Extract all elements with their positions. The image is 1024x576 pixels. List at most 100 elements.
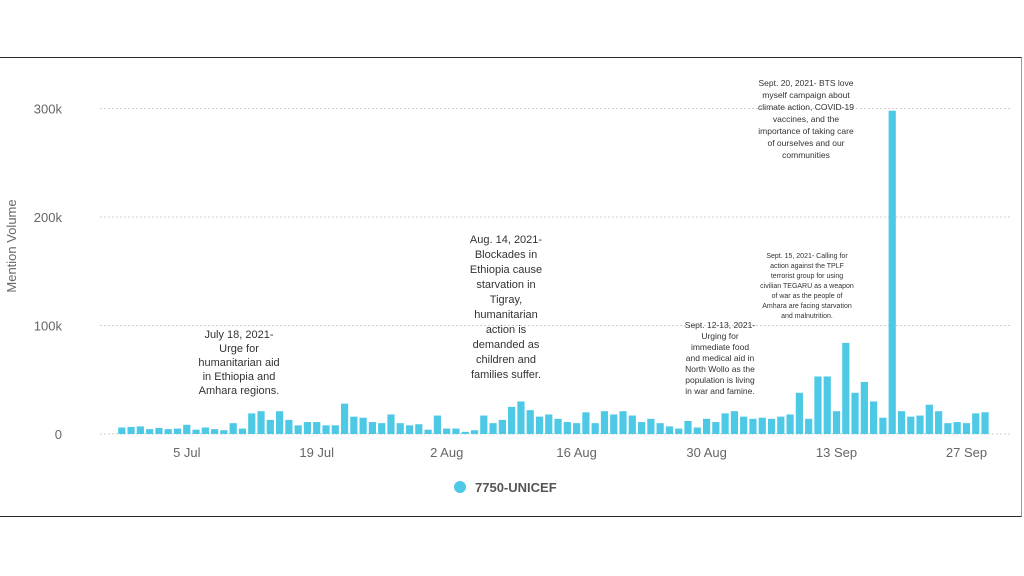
bar[interactable]	[201, 427, 209, 434]
bar[interactable]	[684, 420, 692, 434]
bar[interactable]	[415, 424, 423, 434]
annotation-line: starvation in	[476, 279, 535, 291]
bar[interactable]	[842, 342, 850, 434]
bar[interactable]	[702, 418, 711, 434]
bar[interactable]	[248, 413, 256, 434]
bar[interactable]	[675, 428, 683, 434]
bar[interactable]	[600, 411, 609, 434]
bar[interactable]	[489, 423, 497, 434]
bar[interactable]	[953, 422, 961, 434]
bar[interactable]	[285, 419, 293, 434]
bar[interactable]	[777, 416, 785, 434]
bar[interactable]	[368, 422, 377, 434]
bar[interactable]	[378, 423, 386, 434]
bar[interactable]	[331, 425, 339, 434]
bar[interactable]	[767, 418, 776, 434]
bar[interactable]	[628, 415, 636, 434]
bar[interactable]	[294, 425, 302, 434]
bar[interactable]	[461, 431, 469, 434]
bar[interactable]	[359, 417, 367, 434]
bar[interactable]	[350, 416, 358, 434]
bar[interactable]	[322, 425, 330, 434]
bar[interactable]	[387, 414, 395, 434]
bar[interactable]	[637, 422, 646, 434]
bar[interactable]	[146, 429, 154, 434]
bar[interactable]	[313, 422, 321, 434]
bar[interactable]	[526, 410, 534, 434]
bar[interactable]	[498, 419, 506, 434]
bar[interactable]	[229, 423, 237, 434]
bar[interactable]	[758, 417, 766, 434]
bar[interactable]	[136, 426, 144, 434]
bar[interactable]	[730, 411, 739, 434]
bar[interactable]	[192, 429, 200, 434]
bar[interactable]	[860, 381, 868, 434]
bar[interactable]	[127, 426, 135, 434]
bar[interactable]	[433, 415, 441, 434]
bar[interactable]	[916, 415, 924, 434]
y-tick-label: 100k	[34, 319, 63, 334]
bar[interactable]	[665, 426, 674, 434]
bar[interactable]	[118, 427, 126, 434]
bar[interactable]	[888, 110, 896, 435]
bar[interactable]	[563, 422, 571, 434]
bar[interactable]	[721, 413, 729, 434]
bar[interactable]	[879, 417, 887, 434]
bar[interactable]	[935, 411, 943, 434]
y-tick-label: 200k	[34, 210, 63, 225]
bar[interactable]	[823, 376, 831, 435]
bar[interactable]	[962, 423, 971, 434]
x-tick-label: 27 Sep	[946, 445, 987, 460]
bar[interactable]	[925, 404, 933, 434]
bar[interactable]	[303, 422, 312, 434]
bar[interactable]	[424, 429, 432, 434]
bar[interactable]	[749, 418, 757, 434]
bar[interactable]	[470, 430, 479, 434]
bar[interactable]	[981, 412, 989, 434]
bar[interactable]	[545, 414, 553, 434]
bar[interactable]	[693, 427, 701, 434]
bar[interactable]	[443, 428, 451, 434]
bar[interactable]	[814, 376, 822, 435]
bar[interactable]	[712, 422, 720, 434]
bar[interactable]	[656, 423, 664, 434]
bar[interactable]	[517, 401, 525, 434]
bar[interactable]	[257, 411, 265, 434]
bar[interactable]	[183, 424, 191, 434]
bar[interactable]	[275, 411, 284, 434]
bar[interactable]	[535, 416, 544, 434]
bar[interactable]	[897, 411, 906, 434]
bar[interactable]	[452, 428, 460, 434]
bar[interactable]	[647, 418, 655, 434]
annotation-line: families suffer.	[471, 369, 541, 381]
bar[interactable]	[396, 423, 404, 434]
bar[interactable]	[832, 411, 841, 434]
bar[interactable]	[786, 414, 794, 434]
bar[interactable]	[155, 428, 163, 434]
bar[interactable]	[266, 419, 274, 434]
bar[interactable]	[591, 423, 599, 434]
bar[interactable]	[740, 416, 748, 434]
bar[interactable]	[582, 412, 590, 434]
bar[interactable]	[944, 423, 952, 434]
bar[interactable]	[340, 403, 349, 434]
bar[interactable]	[795, 392, 803, 434]
bar[interactable]	[610, 414, 618, 434]
legend[interactable]: 7750-UNICEF	[454, 480, 557, 495]
bar[interactable]	[907, 416, 915, 434]
bar[interactable]	[220, 430, 228, 434]
bar[interactable]	[805, 418, 813, 434]
bar[interactable]	[972, 413, 980, 434]
bar[interactable]	[851, 392, 859, 434]
bar[interactable]	[164, 429, 172, 434]
bar[interactable]	[405, 425, 414, 434]
bar[interactable]	[238, 428, 247, 434]
bar[interactable]	[480, 415, 488, 434]
bar[interactable]	[173, 428, 182, 434]
bar[interactable]	[211, 429, 219, 434]
bar[interactable]	[573, 423, 581, 434]
bar[interactable]	[870, 401, 878, 434]
bar[interactable]	[619, 411, 627, 434]
bar[interactable]	[554, 418, 562, 434]
bar[interactable]	[508, 406, 516, 435]
